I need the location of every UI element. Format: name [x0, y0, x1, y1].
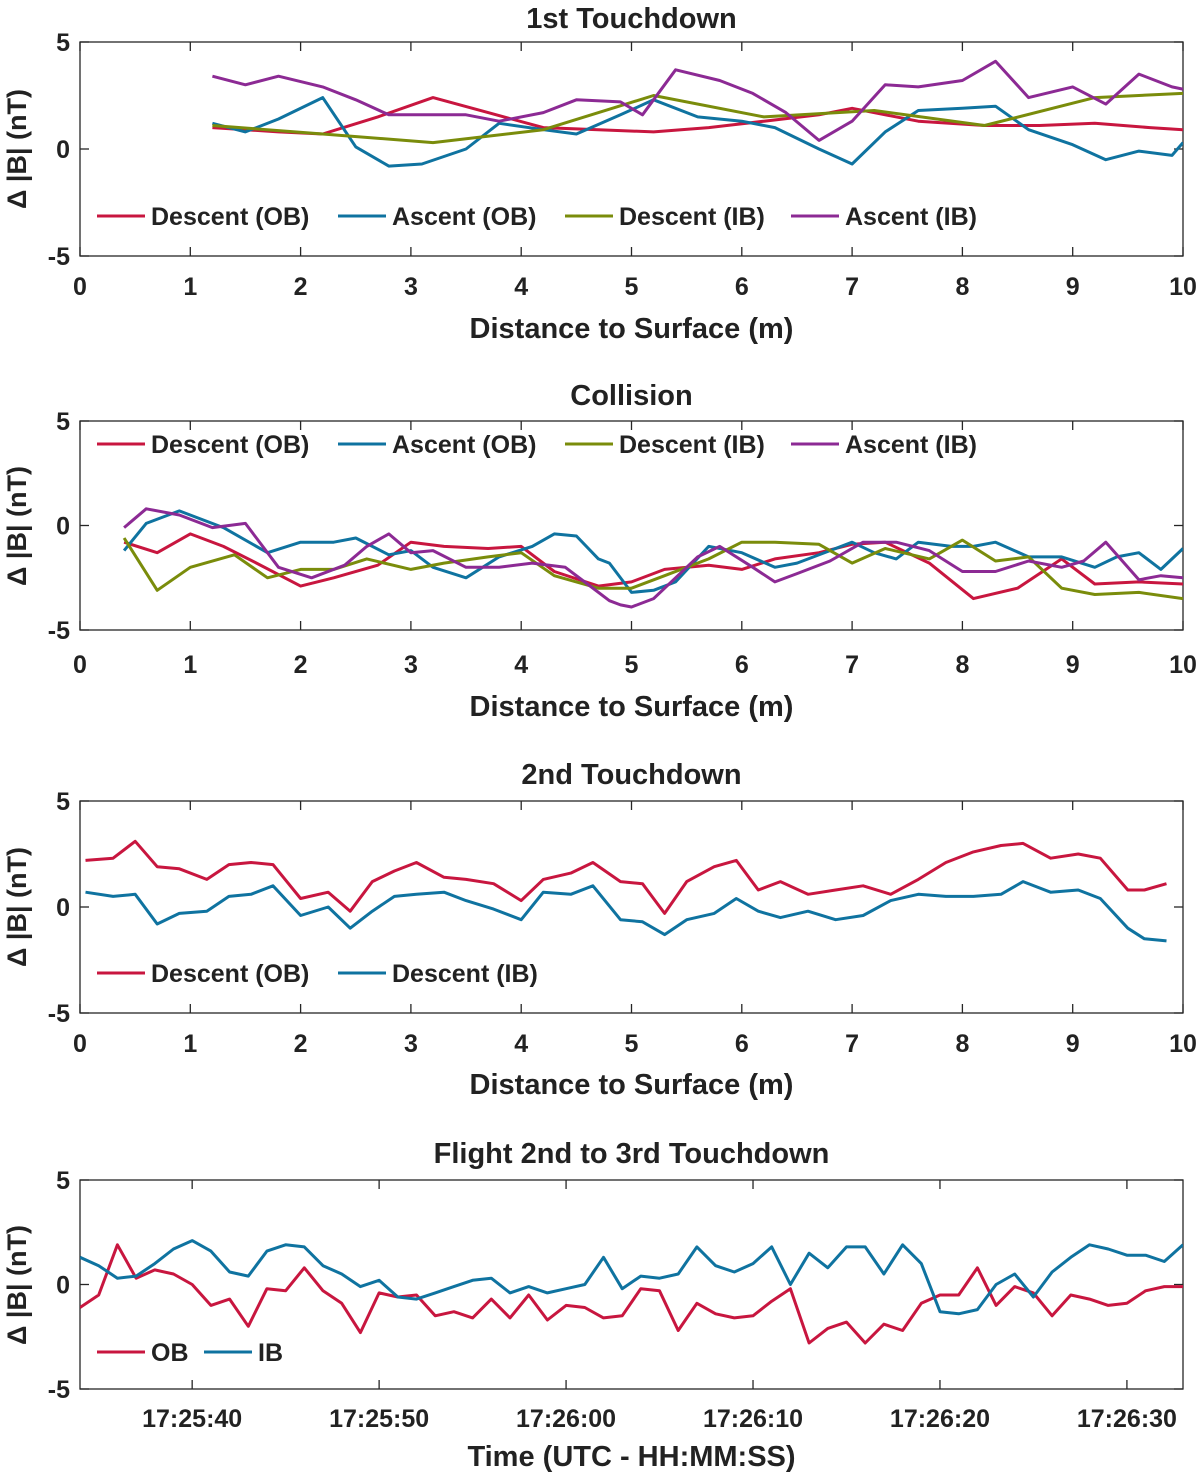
legend-label-descent-ob: Descent (OB): [151, 960, 309, 988]
x-tick-label: 3: [404, 651, 418, 679]
y-tick-label: -5: [48, 243, 70, 271]
legend-label-ascent-ob: Ascent (OB): [392, 431, 536, 459]
legend-label-ascent-ob: Ascent (OB): [392, 203, 536, 231]
y-tick-label: 5: [56, 1167, 70, 1195]
series-line-descent-ob: [212, 96, 1183, 136]
x-tick-label: 8: [955, 273, 969, 301]
chart-title: 2nd Touchdown: [521, 759, 741, 791]
series-line-descent-ib: [122, 537, 1183, 601]
x-tick-label: 7: [845, 651, 859, 679]
legend-label-descent-ob: Descent (OB): [151, 203, 309, 231]
series-line-ib: [80, 1239, 1183, 1316]
x-tick-label: 9: [1066, 651, 1080, 679]
x-axis-label: Time (UTC - HH:MM:SS): [467, 1441, 795, 1473]
y-tick-label: -5: [48, 1376, 70, 1404]
x-tick-label: 8: [955, 1030, 969, 1058]
y-tick-label: 0: [56, 1272, 70, 1300]
x-tick-label: 17:26:30: [1077, 1405, 1177, 1433]
x-tick-label: 6: [735, 1030, 749, 1058]
legend-label-descent-ob: Descent (OB): [151, 431, 309, 459]
series-group: [85, 839, 1167, 943]
x-tick-label: 1: [183, 651, 197, 679]
x-tick-label: 5: [625, 1030, 639, 1058]
x-tick-label: 2: [294, 651, 308, 679]
legend-label-ib: IB: [258, 1339, 283, 1367]
y-tick-label: 0: [56, 513, 70, 541]
x-tick-label: 17:26:20: [890, 1405, 990, 1433]
y-tick-label: -5: [48, 617, 70, 645]
legend-label-ascent-ib: Ascent (IB): [845, 203, 977, 231]
plot-area: [79, 1179, 1184, 1390]
x-tick-label: 7: [845, 273, 859, 301]
y-axis-label: Δ |B| (nT): [2, 89, 32, 209]
legend-label-descent-ib: Descent (IB): [619, 203, 765, 231]
chart-title: Collision: [570, 380, 692, 412]
x-tick-label: 0: [73, 651, 87, 679]
x-tick-label: 10: [1169, 651, 1197, 679]
x-tick-label: 1: [183, 1030, 197, 1058]
legend-label-descent-ib: Descent (IB): [619, 431, 765, 459]
y-axis-label: Δ |B| (nT): [2, 847, 32, 967]
series-line-descent-ib: [212, 91, 1183, 145]
y-axis-label: Δ |B| (nT): [2, 466, 32, 586]
y-tick-label: 5: [56, 788, 70, 816]
x-tick-label: 4: [514, 273, 528, 301]
series-line-ascent-ib: [123, 507, 1183, 609]
x-tick-label: 0: [73, 1030, 87, 1058]
x-tick-label: 1: [183, 273, 197, 301]
legend-label-descent-ib: Descent (IB): [392, 960, 538, 988]
chart-title: Flight 2nd to 3rd Touchdown: [434, 1138, 830, 1170]
x-tick-label: 6: [735, 651, 749, 679]
x-tick-label: 0: [73, 273, 87, 301]
chart-title: 1st Touchdown: [526, 3, 737, 35]
x-axis-label: Distance to Surface (m): [470, 691, 794, 723]
y-axis-label: Δ |B| (nT): [2, 1225, 32, 1345]
y-tick-label: 5: [56, 408, 70, 436]
x-tick-label: 17:26:10: [703, 1405, 803, 1433]
x-tick-label: 10: [1169, 273, 1197, 301]
x-tick-label: 17:26:00: [516, 1405, 616, 1433]
chart-panel-4: Flight 2nd to 3rd Touchdown 17:25:40 17:25…: [2, 1138, 1184, 1473]
series-line-ascent-ib: [212, 59, 1183, 142]
y-tick-label: 0: [56, 136, 70, 164]
y-tick-label: 0: [56, 894, 70, 922]
series-line-descent-ob: [123, 532, 1183, 601]
series-line-ob: [80, 1243, 1183, 1345]
series-line-descent-ob: [85, 839, 1167, 915]
legend-label-ob: OB: [151, 1339, 189, 1367]
x-tick-label: 9: [1066, 273, 1080, 301]
x-tick-label: 7: [845, 1030, 859, 1058]
y-tick-label: -5: [48, 1000, 70, 1028]
x-tick-label: 4: [514, 651, 528, 679]
y-tick-label: 5: [56, 29, 70, 57]
series-line-ascent-ob: [212, 96, 1183, 168]
x-axis-label: Distance to Surface (m): [470, 313, 794, 345]
x-tick-label: 4: [514, 1030, 528, 1058]
x-tick-label: 9: [1066, 1030, 1080, 1058]
x-tick-label: 5: [625, 273, 639, 301]
x-tick-label: 2: [294, 273, 308, 301]
x-tick-label: 8: [955, 651, 969, 679]
x-tick-label: 17:25:40: [142, 1405, 242, 1433]
series-group: [80, 1239, 1183, 1345]
series-line-ascent-ob: [122, 509, 1183, 594]
x-axis-label: Distance to Surface (m): [470, 1069, 794, 1101]
x-tick-label: 10: [1169, 1030, 1197, 1058]
legend-label-ascent-ib: Ascent (IB): [845, 431, 977, 459]
series-line-descent-ib: [85, 880, 1167, 943]
x-tick-label: 2: [294, 1030, 308, 1058]
x-tick-label: 3: [404, 1030, 418, 1058]
x-tick-label: 5: [625, 651, 639, 679]
x-tick-label: 6: [735, 273, 749, 301]
series-group: [212, 59, 1183, 168]
series-group: [122, 507, 1183, 609]
x-tick-label: 17:25:50: [329, 1405, 429, 1433]
x-tick-label: 3: [404, 273, 418, 301]
